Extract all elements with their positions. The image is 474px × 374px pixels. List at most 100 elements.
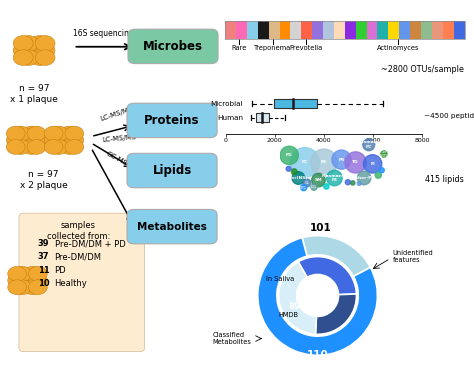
Circle shape	[301, 184, 307, 191]
Text: 72: 72	[308, 291, 321, 300]
Circle shape	[6, 126, 25, 141]
Circle shape	[22, 140, 41, 154]
Bar	[410, 21, 421, 39]
Circle shape	[19, 50, 38, 65]
Text: PI: PI	[370, 162, 375, 166]
Bar	[454, 21, 465, 39]
Circle shape	[27, 133, 46, 148]
Circle shape	[23, 266, 42, 281]
Circle shape	[310, 149, 337, 176]
Text: n = 97
x 2 plaque: n = 97 x 2 plaque	[20, 170, 67, 190]
Circle shape	[6, 140, 25, 154]
Circle shape	[55, 133, 73, 148]
Text: LC-MS/MS: LC-MS/MS	[100, 106, 134, 122]
Text: Plasmanyl
PE: Plasmanyl PE	[322, 174, 347, 182]
Bar	[399, 21, 410, 39]
Wedge shape	[298, 257, 356, 295]
Circle shape	[357, 182, 361, 186]
Circle shape	[381, 151, 387, 157]
Circle shape	[327, 170, 342, 186]
Circle shape	[49, 126, 68, 141]
Text: ~4500 peptides/sample: ~4500 peptides/sample	[424, 113, 474, 119]
Circle shape	[363, 139, 375, 151]
Circle shape	[17, 133, 36, 148]
Bar	[280, 21, 291, 39]
Circle shape	[22, 126, 41, 141]
Circle shape	[60, 140, 79, 154]
Text: 415 lipids: 415 lipids	[425, 175, 464, 184]
FancyBboxPatch shape	[127, 209, 217, 244]
Bar	[443, 21, 454, 39]
Circle shape	[35, 50, 55, 65]
Circle shape	[13, 266, 32, 281]
Text: Human: Human	[217, 115, 243, 121]
Text: Metabolites: Metabolites	[137, 222, 207, 232]
Circle shape	[28, 273, 47, 288]
Circle shape	[23, 280, 42, 295]
Circle shape	[346, 180, 350, 185]
Text: SM: SM	[315, 178, 322, 182]
Circle shape	[24, 43, 44, 58]
Circle shape	[290, 148, 319, 177]
Bar	[258, 21, 269, 39]
Bar	[291, 21, 302, 39]
Bar	[388, 21, 400, 39]
Text: 110: 110	[307, 350, 328, 360]
Wedge shape	[316, 294, 356, 334]
Text: DG: DG	[311, 185, 317, 189]
Circle shape	[351, 181, 355, 185]
Text: samples
collected from:: samples collected from:	[46, 221, 110, 241]
Text: Pre-DM/DM: Pre-DM/DM	[55, 252, 101, 261]
Bar	[225, 21, 465, 39]
Circle shape	[19, 36, 38, 51]
Circle shape	[13, 280, 32, 295]
Text: n = 97
x 1 plaque: n = 97 x 1 plaque	[10, 84, 58, 104]
Wedge shape	[302, 236, 371, 276]
Circle shape	[8, 266, 27, 281]
Text: Cer(NS): Cer(NS)	[289, 176, 308, 180]
Text: TG: TG	[352, 160, 359, 165]
Circle shape	[364, 155, 382, 173]
Circle shape	[6, 133, 25, 148]
Circle shape	[11, 140, 30, 154]
Text: Microbial: Microbial	[210, 101, 243, 107]
Circle shape	[8, 273, 27, 288]
Text: PG: PG	[286, 153, 292, 157]
Text: PE: PE	[321, 160, 327, 165]
Circle shape	[28, 266, 47, 281]
Circle shape	[65, 133, 84, 148]
Circle shape	[280, 146, 299, 165]
Bar	[236, 21, 247, 39]
Bar	[432, 21, 443, 39]
Circle shape	[286, 166, 291, 171]
Circle shape	[311, 184, 317, 190]
Circle shape	[30, 50, 49, 65]
Text: ~2800 OTUs/sample: ~2800 OTUs/sample	[381, 65, 464, 74]
FancyBboxPatch shape	[127, 153, 217, 188]
Text: Classified
Metabolites: Classified Metabolites	[213, 332, 252, 345]
Circle shape	[324, 184, 329, 189]
Text: PD: PD	[55, 266, 66, 275]
Circle shape	[13, 43, 33, 58]
Text: 39: 39	[38, 239, 49, 248]
Circle shape	[13, 50, 33, 65]
Bar	[247, 21, 258, 39]
Text: Ether-PC: Ether-PC	[353, 176, 375, 180]
Circle shape	[292, 169, 297, 174]
Bar	[334, 21, 345, 39]
Text: Pre-DM/DM + PD: Pre-DM/DM + PD	[55, 239, 125, 248]
Text: 16S sequencing: 16S sequencing	[73, 29, 134, 38]
Bar	[301, 21, 313, 39]
Text: 37: 37	[38, 252, 49, 261]
Text: Plasmanyl
PC: Plasmanyl PC	[356, 141, 382, 149]
Bar	[421, 21, 432, 39]
Text: 89: 89	[289, 302, 301, 311]
Text: Prevotella: Prevotella	[289, 45, 322, 51]
Bar	[366, 21, 378, 39]
Text: Actinomyces: Actinomyces	[377, 45, 419, 51]
Text: Treponema: Treponema	[254, 45, 291, 51]
Circle shape	[8, 280, 27, 295]
Text: PC: PC	[301, 160, 308, 165]
Text: 10: 10	[38, 279, 50, 288]
Circle shape	[375, 172, 382, 178]
